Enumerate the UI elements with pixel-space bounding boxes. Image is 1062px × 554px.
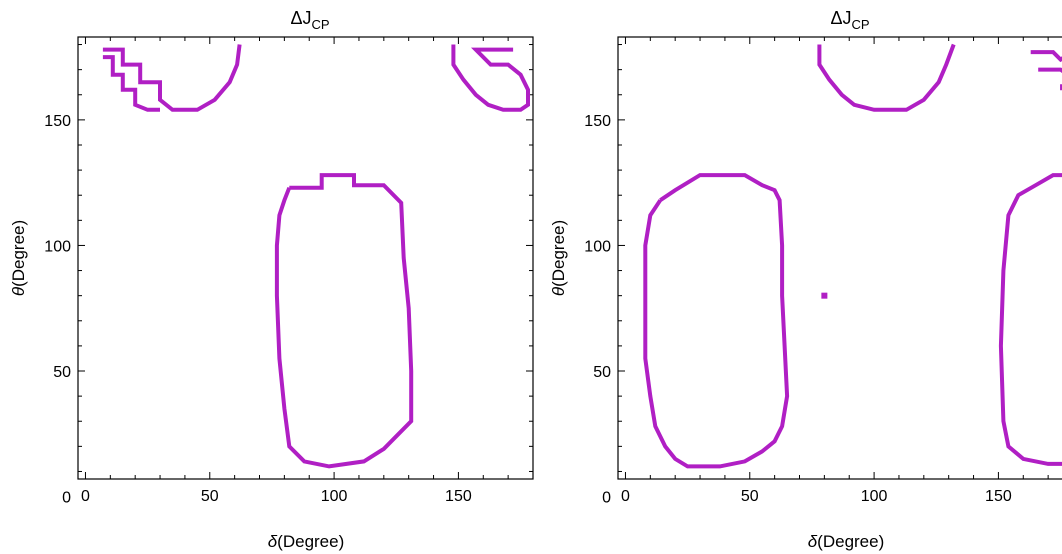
x-tick-label-left: 100 [321, 488, 348, 505]
x-tick-label-right: 100 [861, 488, 888, 505]
tick-group-left: 0 50 100 150 0 50 100 150 [44, 37, 533, 507]
contour-line-right-3 [643, 173, 790, 469]
y-tick-label-right: 0 [602, 490, 611, 507]
contour-line-right-4 [998, 173, 1062, 466]
y-tick-label-right: 150 [584, 113, 611, 130]
contour-spot-right-1 [1060, 84, 1062, 91]
chart-title-left: ΔJCP [290, 8, 329, 32]
contour-line-left-0 [102, 44, 242, 112]
y-tick-label-left: 50 [53, 364, 71, 381]
contour-line-left-1 [102, 55, 160, 112]
contour-group-right [643, 43, 1062, 469]
contour-line-right-0 [817, 43, 956, 112]
x-tick-label-left: 0 [81, 488, 90, 505]
plot-frame-left [77, 36, 534, 480]
x-tick-label-right: 50 [741, 488, 759, 505]
contour-line-left-3 [274, 173, 414, 469]
plot-frame-right [617, 36, 1062, 480]
x-tick-label-right: 150 [985, 488, 1012, 505]
chart-title-right: ΔJCP [830, 8, 869, 32]
contour-spot-right-0 [821, 292, 828, 299]
x-axis-label-right: δ(Degree) [808, 532, 885, 551]
contour-group-left [102, 44, 530, 469]
y-axis-label-left: θ(Degree) [9, 220, 28, 296]
tick-group-right: 0 50 100 150 0 50 100 150 [584, 37, 1049, 507]
y-tick-label-right: 100 [584, 238, 611, 255]
x-tick-label-right: 0 [621, 488, 630, 505]
plot-left: ΔJCP 0 50 100 150 0 50 100 150 δ(Degree) θ(Degr… [9, 8, 534, 551]
y-tick-label-left: 0 [62, 490, 71, 507]
contour-line-right-1 [1030, 50, 1062, 63]
y-tick-label-left: 150 [44, 113, 71, 130]
y-tick-label-right: 50 [593, 364, 611, 381]
x-tick-label-left: 50 [201, 488, 219, 505]
contour-line-right-2 [1038, 67, 1062, 73]
plot-right: ΔJCP 0 50 100 150 0 50 100 150 δ(Degree) θ(Degr… [549, 8, 1062, 551]
y-axis-label-right: θ(Degree) [549, 220, 568, 296]
y-tick-label-left: 100 [44, 238, 71, 255]
contour-line-left-2 [451, 44, 530, 112]
x-tick-label-left: 150 [445, 488, 472, 505]
x-axis-label-left: δ(Degree) [268, 532, 345, 551]
